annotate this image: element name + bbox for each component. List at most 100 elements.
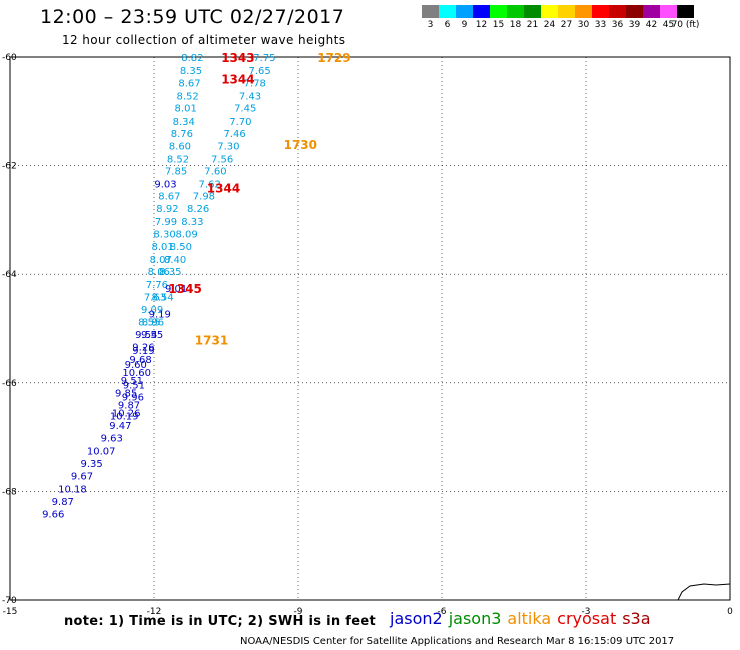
lon-tick-label: -3	[582, 607, 591, 617]
scale-cell-39: 39	[626, 5, 643, 30]
pass-time-label: 1345	[168, 282, 201, 296]
lat-tick-label: -62	[2, 162, 17, 172]
swh-label-jason2: 9.51	[121, 376, 143, 387]
scale-cell-18: 18	[507, 5, 524, 30]
scale-label: 39	[628, 20, 641, 30]
legend-item-jason2: jason2	[390, 609, 443, 628]
scale-label: 45	[662, 20, 675, 30]
map-subtitle: 12 hour collection of altimeter wave hei…	[62, 33, 346, 47]
legend-item-cryosat: cryosat	[557, 609, 617, 628]
coastline	[677, 583, 731, 601]
scale-label: 3	[427, 20, 434, 30]
lon-tick-label: -12	[147, 607, 162, 617]
swh-label-jason2: 10.18	[58, 485, 87, 496]
scale-cell-42: 42	[643, 5, 660, 30]
scale-swatch	[456, 5, 473, 18]
scale-swatch	[609, 5, 626, 18]
swh-label-jason2: 9.26	[132, 342, 154, 353]
lat-tick-label: -64	[2, 270, 17, 280]
swh-label-jason3: 8.96	[142, 317, 164, 328]
pass-time-label: 1344	[221, 73, 254, 87]
swh-label-jason3: 8.76	[171, 129, 193, 140]
legend-item-jason3: jason3	[448, 609, 502, 628]
credit-line: NOAA/NESDIS Center for Satellite Applica…	[240, 636, 675, 647]
lat-tick-label: -68	[2, 487, 17, 497]
scale-cell-24: 24	[541, 5, 558, 30]
swh-label-jason3: 7.75	[253, 53, 275, 64]
swh-label-jason2: 9.67	[71, 472, 93, 483]
swh-label-jason3: 8.01	[152, 242, 174, 253]
scale-label: 12	[475, 20, 488, 30]
swh-label-jason3: 8.01	[175, 103, 197, 114]
lon-tick-label: -9	[294, 607, 303, 617]
swh-label-jason3: 8.52	[176, 92, 198, 103]
footnote: note: 1) Time is in UTC; 2) SWH is in fe…	[64, 614, 376, 629]
swh-label-jason3: 8.26	[187, 204, 209, 215]
swh-label-jason2: 9.68	[129, 355, 151, 366]
swh-label-jason3: 7.65	[248, 66, 270, 77]
satellite-legend: jason2 jason3 altika cryosat s3a	[390, 609, 657, 628]
swh-label-jason3: 7.60	[204, 166, 226, 177]
scale-swatch	[473, 5, 490, 18]
swh-label-jason2: 9.47	[109, 421, 131, 432]
swh-label-jason3: 8.82	[181, 53, 203, 64]
scale-swatch	[677, 5, 694, 18]
scale-label: 30	[577, 20, 590, 30]
scale-label: 33	[594, 20, 607, 30]
swh-label-jason3: 8.50	[170, 242, 192, 253]
scale-label: 27	[560, 20, 573, 30]
swh-label-jason3: 7.43	[239, 92, 261, 103]
swh-label-jason2: 9.87	[118, 401, 140, 412]
lon-tick-label: -15	[3, 607, 18, 617]
swh-label-jason3: 7.45	[234, 103, 256, 114]
swh-label-jason3: 8.54	[152, 292, 174, 303]
scale-label: 9	[461, 20, 468, 30]
scale-cell-27: 27	[558, 5, 575, 30]
pass-time-label: 1344	[207, 181, 240, 195]
swh-label-jason3: 9.09	[141, 305, 163, 316]
swh-label-jason3: 8.34	[173, 117, 195, 128]
swh-label-jason2: 9.54	[135, 330, 157, 341]
scale-cell-15: 15	[490, 5, 507, 30]
scale-label: 21	[526, 20, 539, 30]
scale-swatch	[575, 5, 592, 18]
swh-label-jason3: 8.07	[150, 255, 172, 266]
swh-label-jason2: 10.26	[112, 409, 141, 420]
scale-swatch	[422, 5, 439, 18]
swh-label-jason3: 8.55	[138, 317, 160, 328]
swh-label-jason2: 9.85	[115, 389, 137, 400]
scale-swatch	[490, 5, 507, 18]
swh-label-jason3: 7.70	[229, 117, 251, 128]
scale-cell-30: 30	[575, 5, 592, 30]
swh-label-jason2: 9.19	[149, 309, 171, 320]
pass-time-label: 1343	[221, 51, 254, 65]
swh-label-jason2: 9.87	[52, 497, 74, 508]
scale-swatch	[592, 5, 609, 18]
scale-cell-6: 6	[439, 5, 456, 30]
swh-label-jason2: 9.63	[101, 434, 123, 445]
swh-label-jason3: 7.78	[244, 79, 266, 90]
scale-label: 6	[444, 20, 451, 30]
swh-label-jason3: 7.99	[155, 217, 177, 228]
scale-label: 70 (ft)	[671, 20, 700, 30]
swh-label-jason3: 8.60	[169, 142, 191, 153]
swh-label-jason3: 8.33	[181, 217, 203, 228]
swh-label-jason2: 10.19	[110, 411, 139, 422]
swh-label-jason2: 10.60	[122, 368, 151, 379]
scale-label: 42	[645, 20, 658, 30]
lat-tick-label: -66	[2, 379, 17, 389]
scale-label: 36	[611, 20, 624, 30]
swh-label-jason3: 7.85	[165, 166, 187, 177]
swh-label-jason3: 7.30	[217, 142, 239, 153]
swh-label-jason3: 8.35	[159, 267, 181, 278]
swh-label-jason3: 7.46	[224, 129, 246, 140]
swh-color-scale: 3 6 9 12 15 18 21 24 27 30 33 36 39 42 45 70 (ft)	[422, 5, 699, 30]
lon-tick-label: -6	[438, 607, 447, 617]
scale-cell-12: 12	[473, 5, 490, 30]
scale-cell-33: 33	[592, 5, 609, 30]
scale-swatch	[626, 5, 643, 18]
swh-label-jason2: 9.66	[42, 510, 64, 521]
swh-label-jason3: 7.56	[211, 155, 233, 166]
scale-label: 18	[509, 20, 522, 30]
map-frame	[9, 56, 731, 601]
